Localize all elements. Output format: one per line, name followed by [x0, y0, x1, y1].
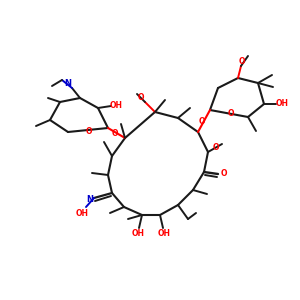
Text: OH: OH: [275, 100, 289, 109]
Text: O: O: [239, 58, 245, 67]
Text: OH: OH: [131, 229, 145, 238]
Text: O: O: [213, 143, 219, 152]
Text: OH: OH: [76, 208, 88, 217]
Text: OH: OH: [110, 100, 122, 109]
Text: O: O: [228, 109, 234, 118]
Text: O: O: [111, 128, 118, 137]
Text: O: O: [86, 128, 92, 136]
Text: N: N: [64, 80, 71, 88]
Text: N: N: [86, 194, 94, 203]
Text: O: O: [221, 169, 227, 178]
Text: O: O: [138, 94, 144, 103]
Text: O: O: [199, 116, 205, 125]
Text: OH: OH: [158, 229, 170, 238]
